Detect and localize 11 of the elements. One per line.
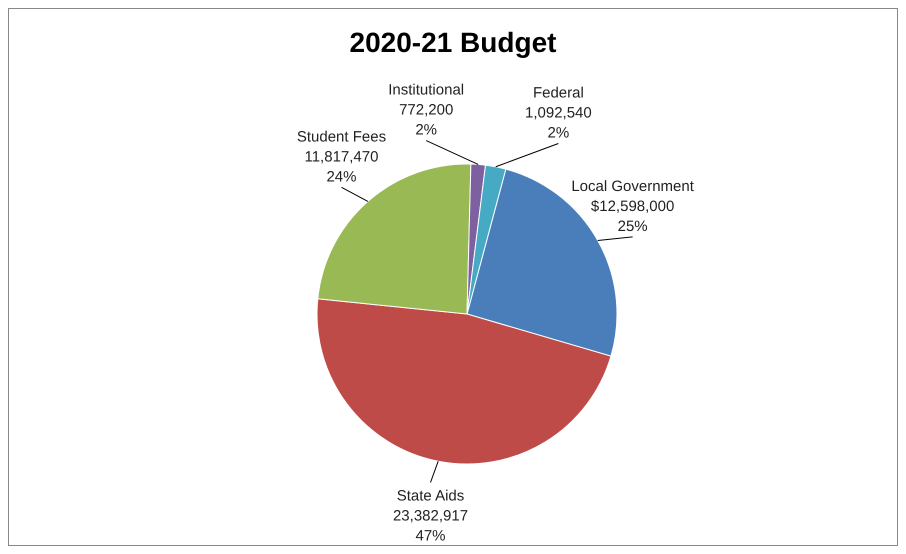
slice-label: Institutional <box>388 82 464 99</box>
slice-label: Federal <box>532 84 584 102</box>
slice-label: State Aids <box>396 487 464 504</box>
slice-label: Student Fees <box>296 128 386 146</box>
data-label: 11,817,470 24% <box>304 148 378 186</box>
slice-label: Local Government <box>571 178 695 195</box>
data-label: 23,382,917 47% <box>392 507 468 544</box>
chart-title: 2020-21 Budget <box>348 27 558 59</box>
data-label: 1,092,540 2% <box>525 104 592 142</box>
data-label: $12,598,000 25% <box>590 198 674 235</box>
data-label: 772,200 2% <box>399 102 454 139</box>
